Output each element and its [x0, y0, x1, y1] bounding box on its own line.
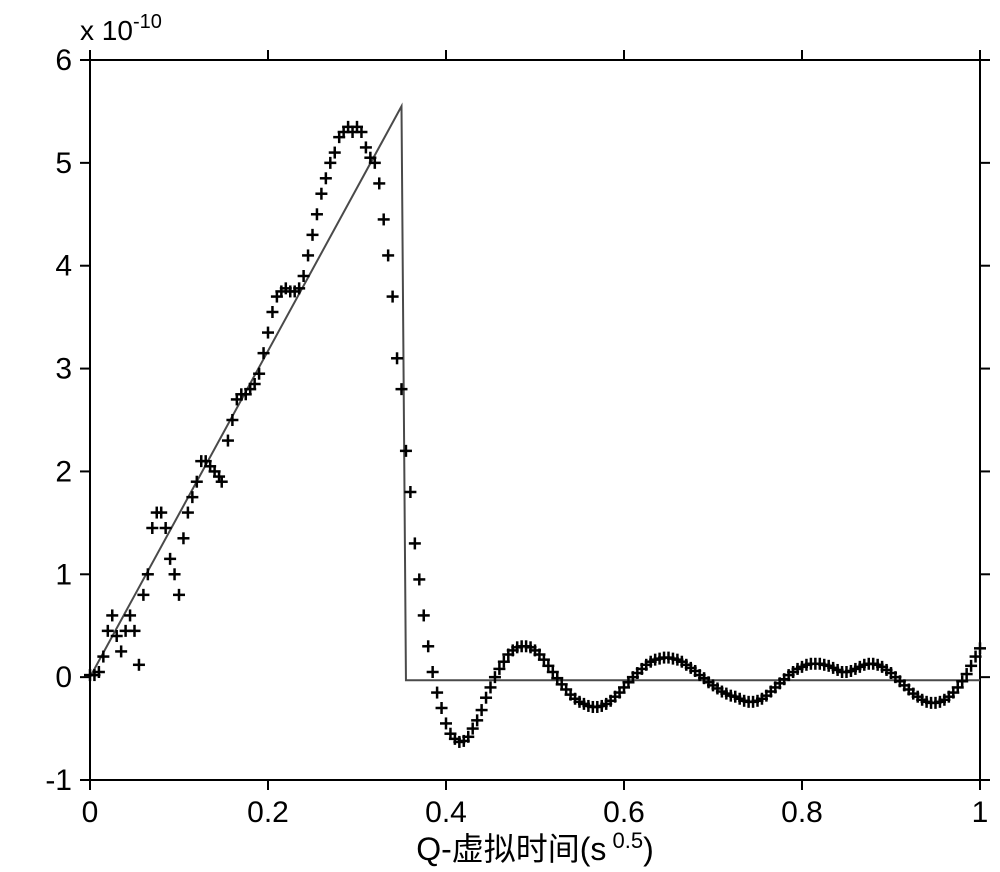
- y-tick-label: 4: [55, 250, 72, 283]
- x-tick-label: 0.6: [603, 796, 645, 829]
- y-multiplier: x 10-10: [80, 11, 162, 46]
- y-tick-label: 3: [55, 353, 72, 386]
- y-tick-label: 2: [55, 455, 72, 488]
- chart-container: 0 0.2 0.4 0.6 0.8 1 -1 0 1 2 3 4 5 6x 10-10 Q-虚拟时间(s 0…: [0, 0, 1000, 872]
- x-tick-label: 0: [82, 796, 99, 829]
- line-series: [90, 106, 980, 680]
- scatter-series: [84, 121, 986, 748]
- y-tick-label: 0: [55, 661, 72, 694]
- chart-svg: 0 0.2 0.4 0.6 0.8 1 -1 0 1 2 3 4 5 6x 10-10 Q-虚拟时间(s 0…: [0, 0, 1000, 872]
- x-axis-label: Q-虚拟时间(s 0.5): [416, 828, 654, 867]
- x-tick-label: 0.8: [781, 796, 823, 829]
- x-tick-label: 0.4: [425, 796, 467, 829]
- y-tick-label: 6: [55, 44, 72, 77]
- y-tick-label: 5: [55, 147, 72, 180]
- y-tick-label: -1: [45, 764, 72, 797]
- y-tick-label: 1: [55, 558, 72, 591]
- x-tick-label: 1: [972, 796, 989, 829]
- x-tick-label: 0.2: [247, 796, 289, 829]
